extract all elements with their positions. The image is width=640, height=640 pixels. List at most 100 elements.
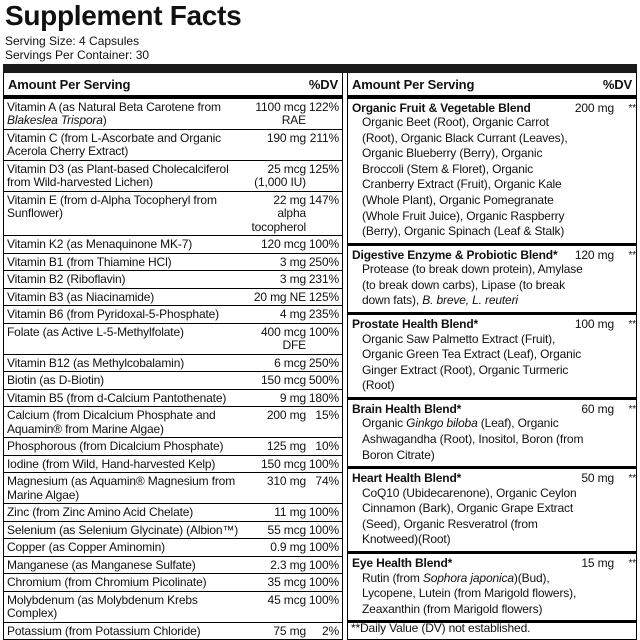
text-segment: Organic xyxy=(362,416,407,431)
nutrient-dv: 250% xyxy=(308,355,339,370)
blend-dv: ** xyxy=(628,249,637,261)
nutrient-amount: 120 mcg xyxy=(261,237,306,251)
nutrient-row: Vitamin B12 (as Methylcobalamin) 6 mcg 250… xyxy=(4,355,342,372)
text-segment: Selenium (as Selenium Glycinate) (Albion… xyxy=(7,522,239,537)
text-segment: (Leaf), Organic Ashwagandha (Root), Inos… xyxy=(362,416,584,462)
nutrient-amount: 200 mg xyxy=(266,408,306,422)
blend-description: Rutin (from Sophora japonica)(Bud), Lyco… xyxy=(348,571,584,618)
text-segment: Copper (as Copper Aminomin) xyxy=(7,540,166,554)
text-segment: Organic Beet (Root), Organic Carrot (Roo… xyxy=(362,115,568,239)
blend-amount: 60 mg xyxy=(581,401,614,416)
nutrient-name: Biotin (as D-Biotin) xyxy=(4,373,242,388)
nutrient-name: Magnesium (as Aquamin® Magnesium from Ma… xyxy=(4,474,242,502)
text-segment: Protease (to break down protein), Amylas… xyxy=(362,262,583,308)
nutrient-row: Vitamin D3 (as Plant-based Cholecalcifer… xyxy=(4,161,342,192)
nutrient-amount: 55 mcg xyxy=(267,522,307,537)
text-segment: Vitamin B5 (from d-Calcium Pantothenate) xyxy=(7,390,227,405)
table-header: Amount Per Serving %DV xyxy=(4,73,342,99)
blend-amount: 120 mg xyxy=(574,247,614,262)
nutrient-amount: 20 mg NE xyxy=(253,289,306,304)
nutrient-amount: 400 mcg DFE xyxy=(261,324,306,352)
blend: Digestive Enzyme & Probiotic Blend* 120 m… xyxy=(348,246,637,316)
blend-head: Brain Health Blend* 60 mg ** xyxy=(348,401,637,417)
blend-name: Brain Health Blend* xyxy=(352,401,462,416)
blend-name: Digestive Enzyme & Probiotic Blend* xyxy=(352,247,558,262)
text-segment: Iodine (from Wild, Hand-harvested Kelp) xyxy=(7,456,216,471)
nutrient-row: Manganese (as Manganese Sulfate) 2.3 mg 10… xyxy=(4,557,342,574)
nutrient-name: Selenium (as Selenium Glycinate) (Albion… xyxy=(4,522,242,538)
nutrient-amount: 9 mg xyxy=(279,390,306,405)
text-segment: ) xyxy=(102,113,107,127)
nutrient-amount: 45 mcg xyxy=(267,592,307,607)
text-segment: Calcium (from Dicalcium Phosphate and Aq… xyxy=(7,408,216,436)
text-segment: Biotin (as D-Biotin) xyxy=(7,373,105,387)
nutrient-dv: 100% xyxy=(308,237,339,251)
nutrient-amount: 3 mg xyxy=(279,254,306,269)
nutrient-name: Zinc (from Zinc Amino Acid Chelate) xyxy=(4,505,242,520)
nutrient-name: Vitamin C (from L-Ascorbate and Organic … xyxy=(4,131,242,159)
blend: Organic Fruit & Vegetable Blend 200 mg ** O… xyxy=(348,99,636,246)
text-segment: Vitamin B1 (from Thiamine HCl) xyxy=(7,254,172,269)
text-segment: Sophora japonica xyxy=(422,570,514,585)
nutrient-amount: 1100 mcg RAE xyxy=(255,99,306,127)
blend-head: Organic Fruit & Vegetable Blend 200 mg ** xyxy=(348,101,637,116)
nutrient-amount: 150 mcg xyxy=(261,373,306,387)
blend-dv: ** xyxy=(628,558,637,570)
blend-head: Heart Health Blend* 50 mg ** xyxy=(348,472,636,486)
nutrient-dv: 250% xyxy=(308,254,339,269)
nutrient-row: Vitamin B3 (as Niacinamide) 20 mg NE 125% xyxy=(4,289,342,306)
blend-dv: ** xyxy=(628,102,637,114)
nutrient-row: Iodine (from Wild, Hand-harvested Kelp) 1… xyxy=(4,456,342,473)
text-segment: Vitamin B2 (Riboflavin) xyxy=(7,272,126,286)
blend-head: Eye Health Blend* 15 mg ** xyxy=(348,557,636,571)
nutrient-row: Copper (as Copper Aminomin) 0.9 mg 100% xyxy=(4,539,342,557)
nutrient-row: Vitamin B6 (from Pyridoxal-5-Phosphate) 4… xyxy=(4,306,342,324)
header-bar xyxy=(3,64,637,73)
nutrient-row: Vitamin B1 (from Thiamine HCl) 3 mg 250% xyxy=(4,254,342,271)
left-table: Amount Per Serving %DV Vitamin A (as Natur… xyxy=(3,73,343,640)
text-segment: Folate (as Active L-5-Methylfolate) xyxy=(7,324,184,339)
nutrient-name: Copper (as Copper Aminomin) xyxy=(4,540,242,555)
header-dv: %DV xyxy=(602,77,632,92)
blend-description: Organic Beet (Root), Organic Carrot (Roo… xyxy=(348,115,584,240)
nutrient-amount: 310 mg xyxy=(266,474,306,488)
nutrient-amount: 25 mcg (1,000 IU) xyxy=(254,161,306,189)
nutrient-row: Vitamin B5 (from d-Calcium Pantothenate)… xyxy=(4,390,342,407)
text-segment: Phosphorous (from Dicalcium Phosphate) xyxy=(7,439,224,453)
nutrient-row: Chromium (from Chromium Picolinate) 35 mc… xyxy=(4,574,342,592)
nutrient-amount: 0.9 mg xyxy=(270,540,306,554)
blend-dv: ** xyxy=(628,473,637,485)
nutrient-dv: 180% xyxy=(308,390,339,405)
blend-name: Prostate Health Blend* xyxy=(352,317,479,332)
nutrient-row: Potassium (from Potassium Chloride) 75 mg… xyxy=(4,623,342,640)
blend-name: Heart Health Blend* xyxy=(352,471,462,486)
nutrient-row: Phosphorous (from Dicalcium Phosphate) 12… xyxy=(4,438,342,456)
nutrient-name: Folate (as Active L-5-Methylfolate) xyxy=(4,324,242,353)
nutrient-dv: 100% xyxy=(308,324,339,339)
nutrient-row: Zinc (from Zinc Amino Acid Chelate) 11 mg… xyxy=(4,504,342,522)
blend: Heart Health Blend* 50 mg ** CoQ10 (Ubideca… xyxy=(348,469,636,555)
nutrient-row: Vitamin C (from L-Ascorbate and Organic … xyxy=(4,130,342,161)
nutrient-name: Chromium (from Chromium Picolinate) xyxy=(4,575,242,590)
blend-dv: ** xyxy=(628,319,637,331)
blend: Brain Health Blend* 60 mg ** Organic Ginkgo… xyxy=(348,400,637,470)
blend-dv: ** xyxy=(628,403,637,415)
nutrient-row: Magnesium (as Aquamin® Magnesium from Ma… xyxy=(4,473,342,504)
blend-description: Protease (to break down protein), Amylas… xyxy=(348,262,584,309)
nutrient-name: Vitamin D3 (as Plant-based Cholecalcifer… xyxy=(4,162,242,190)
blend-amount: 50 mg xyxy=(581,471,614,486)
nutrient-row: Molybdenum (as Molybdenum Krebs Complex)… xyxy=(4,592,342,623)
nutrient-amount: 22 mg alpha tocopherol xyxy=(251,192,306,234)
nutrient-dv: 500% xyxy=(308,373,339,387)
nutrient-dv: 235% xyxy=(308,307,339,321)
text-segment: Ginkgo biloba xyxy=(406,416,478,431)
blend: Prostate Health Blend* 100 mg ** Organic Sa… xyxy=(348,315,636,400)
nutrient-row: Biotin (as D-Biotin) 150 mcg 500% xyxy=(4,372,342,390)
text-segment: Rutin (from xyxy=(362,570,423,585)
nutrient-amount: 125 mg xyxy=(266,439,306,453)
header-amount: Amount Per Serving xyxy=(8,77,131,92)
nutrient-dv: 211% xyxy=(309,130,339,145)
nutrient-name: Vitamin B2 (Riboflavin) xyxy=(4,272,242,287)
nutrient-row: Folate (as Active L-5-Methylfolate) 400 m… xyxy=(4,324,342,355)
nutrient-dv: 100% xyxy=(308,522,339,537)
